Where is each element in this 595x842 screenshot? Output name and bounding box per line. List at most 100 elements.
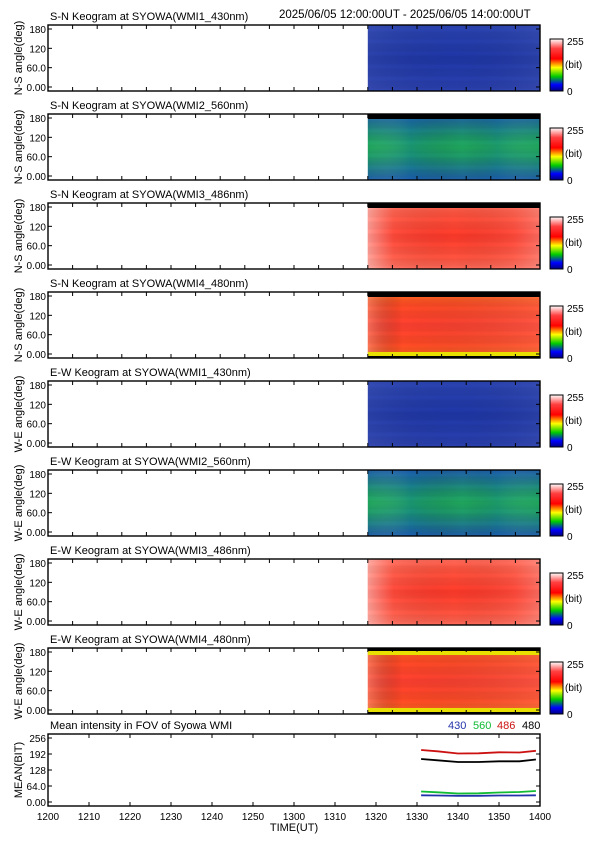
x-tick-label: 1340 [447,812,470,823]
colorbar-max-label: 255 [567,215,584,226]
colorbar-min-label: 0 [567,532,573,543]
keogram-band-top [367,114,540,119]
keogram-band-top-yellow [367,651,540,655]
y-tick-label: 64.0 [27,782,47,793]
colorbar [549,661,564,715]
y-axis-label: W-E angle(deg) [13,376,25,453]
colorbar-min-label: 0 [567,176,573,187]
colorbar-max-label: 255 [567,660,584,671]
y-tick-label: 60.0 [27,153,47,164]
colorbar-min-label: 0 [567,354,573,365]
keogram-panel: E-W Keogram at SYOWA(WMI1_430nm) 180 120 60… [13,367,584,454]
time-range-header: 2025/06/05 12:00:00UT - 2025/06/05 14:00… [279,9,531,21]
y-tick-label: 120 [29,311,46,322]
y-tick-label: 120 [29,44,46,55]
keogram-texture [367,203,540,269]
y-tick-label: 120 [29,222,46,233]
y-tick-label: 120 [29,133,46,144]
colorbar-max-label: 255 [567,37,584,48]
colorbar-unit-label: (bit) [565,594,582,605]
y-tick-label: 0.00 [27,83,47,94]
y-tick-label: 0.00 [27,528,47,539]
keogram-band-top [367,292,540,297]
colorbar-max-label: 255 [567,304,584,315]
keogram-texture [367,559,540,625]
y-tick-label: 180 [29,114,46,125]
colorbar-unit-label: (bit) [565,683,582,694]
colorbar [549,216,564,270]
x-tick-label: 1320 [365,812,388,823]
y-axis-label: N-S angle(deg) [13,199,25,274]
keogram-panel: E-W Keogram at SYOWA(WMI2_560nm) 180 120 60… [13,456,584,543]
x-tick-label: 1220 [119,812,142,823]
y-tick-label: 180 [29,292,46,303]
y-tick-label: 180 [29,470,46,481]
series-line-480 [421,758,536,763]
y-axis-label: N-S angle(deg) [13,110,25,185]
keogram-texture [367,292,540,358]
y-axis-label: MEAN(BIT) [13,742,25,798]
series-line-430 [421,794,536,797]
y-tick-label: 180 [29,381,46,392]
series-line-486 [421,749,536,755]
keogram-texture [367,648,540,714]
colorbar-max-label: 255 [567,482,584,493]
y-tick-label: 60.0 [27,331,47,342]
keogram-texture [367,381,540,447]
y-tick-label: 128 [29,766,46,777]
keogram-panel: S-N Keogram at SYOWA(WMI1_430nm) 180 120 60… [13,11,584,98]
colorbar-unit-label: (bit) [565,327,582,338]
x-axis-label: TIME(UT) [270,822,318,834]
colorbar [549,305,564,359]
y-tick-label: 120 [29,578,46,589]
colorbar [549,394,564,448]
colorbar-max-label: 255 [567,126,584,137]
legend-entry-560: 560 [473,720,491,732]
y-tick-label: 120 [29,400,46,411]
x-tick-label: 1210 [78,812,101,823]
x-tick-label: 1400 [529,812,552,823]
y-tick-label: 180 [29,559,46,570]
keogram-title: S-N Keogram at SYOWA(WMI2_560nm) [50,100,248,112]
y-tick-label: 120 [29,489,46,500]
keogram-band-top [367,648,540,651]
y-axis-label: W-E angle(deg) [13,554,25,631]
colorbar [549,127,564,181]
y-tick-label: 0.00 [27,706,47,717]
x-tick-label: 1310 [324,812,347,823]
colorbar-min-label: 0 [567,443,573,454]
keogram-title: E-W Keogram at SYOWA(WMI3_486nm) [50,545,251,557]
y-tick-label: 60.0 [27,598,47,609]
colorbar-max-label: 255 [567,393,584,404]
y-tick-label: 60.0 [27,64,47,75]
keogram-band-bottom-yellow [367,708,540,712]
colorbar-unit-label: (bit) [565,416,582,427]
y-tick-label: 256 [29,734,46,745]
colorbar-min-label: 0 [567,87,573,98]
keogram-panel: S-N Keogram at SYOWA(WMI2_560nm) 180 120 60… [13,100,584,187]
keogram-texture [367,25,540,91]
y-axis-label: W-E angle(deg) [13,643,25,720]
mean-intensity-panel: Mean intensity in FOV of Syowa WMI 430 560… [13,720,552,834]
colorbar-unit-label: (bit) [565,505,582,516]
x-tick-label: 1230 [160,812,183,823]
y-axis-label: N-S angle(deg) [13,21,25,96]
colorbar [549,572,564,626]
y-tick-label: 60.0 [27,509,47,520]
keogram-title: E-W Keogram at SYOWA(WMI2_560nm) [50,456,251,468]
keogram-band-bottom [367,712,540,714]
keogram-band-top [367,203,540,208]
x-tick-label: 1250 [242,812,265,823]
keogram-title: E-W Keogram at SYOWA(WMI4_480nm) [50,634,251,646]
y-tick-label: 0.00 [27,261,47,272]
colorbar [549,483,564,537]
legend-entry-486: 486 [497,720,515,732]
keogram-title: E-W Keogram at SYOWA(WMI1_430nm) [50,367,251,379]
colorbar-min-label: 0 [567,265,573,276]
panels: S-N Keogram at SYOWA(WMI1_430nm) 180 120 60… [13,11,584,834]
y-tick-label: 180 [29,203,46,214]
y-tick-label: 180 [29,648,46,659]
y-tick-label: 0.00 [27,350,47,361]
keogram-band-bottom-yellow [367,352,540,356]
